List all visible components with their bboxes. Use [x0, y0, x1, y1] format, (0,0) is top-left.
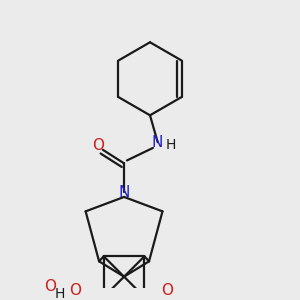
Text: H: H	[54, 287, 65, 300]
Text: O: O	[69, 283, 81, 298]
Text: N: N	[118, 184, 130, 200]
Text: H: H	[166, 138, 176, 152]
Text: O: O	[161, 283, 173, 298]
Text: O: O	[44, 279, 56, 294]
Text: O: O	[92, 138, 104, 153]
Text: N: N	[152, 135, 164, 150]
